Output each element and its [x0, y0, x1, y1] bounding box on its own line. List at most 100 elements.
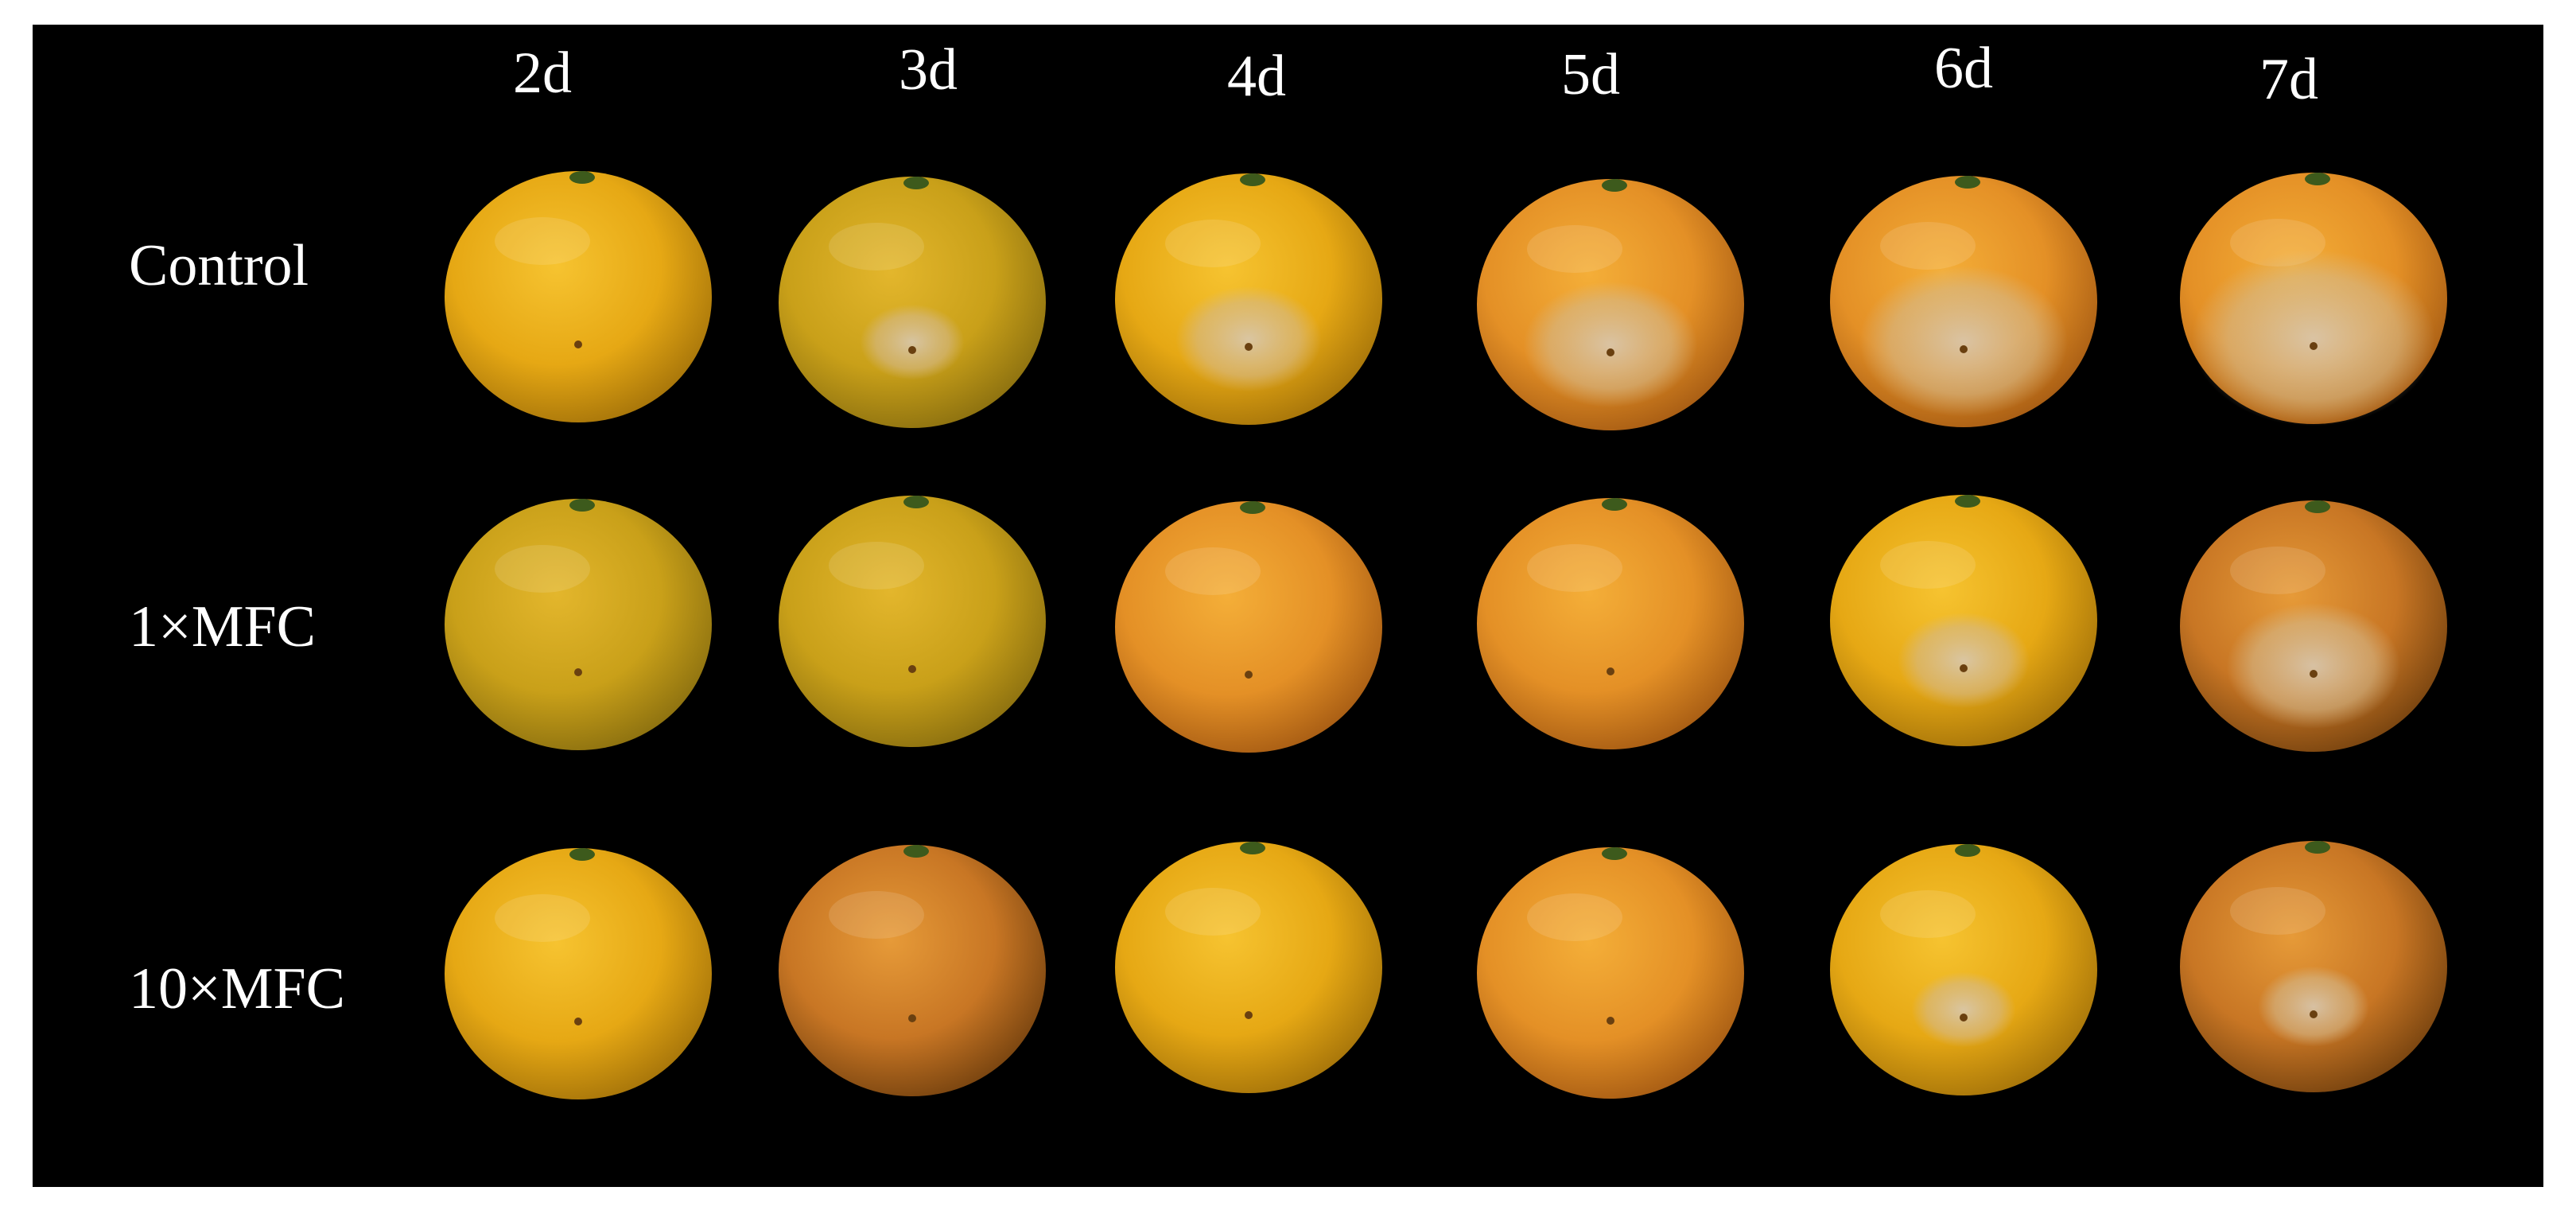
- column-label: 5d: [1561, 42, 1620, 107]
- lesion: [860, 304, 965, 380]
- column-label: 3d: [899, 37, 958, 103]
- highlight: [1880, 541, 1976, 589]
- fruit-body: [445, 171, 712, 422]
- highlight: [495, 894, 590, 942]
- highlight: [1527, 893, 1622, 941]
- highlight: [495, 545, 590, 593]
- highlight: [829, 891, 924, 939]
- stem: [1240, 842, 1265, 854]
- blossom-end: [908, 346, 916, 354]
- stem: [569, 499, 595, 512]
- fruit: [779, 177, 1046, 428]
- fruit: [1115, 173, 1382, 425]
- fruit: [1830, 844, 2097, 1095]
- highlight: [1165, 220, 1261, 267]
- blossom-end: [908, 665, 916, 673]
- row-label: 10×MFC: [129, 956, 345, 1021]
- fruit-body: [779, 845, 1046, 1096]
- stem: [2305, 500, 2330, 513]
- blossom-end: [908, 1014, 916, 1022]
- blossom-end: [1607, 667, 1614, 675]
- fruit: [1477, 847, 1744, 1099]
- highlight: [829, 223, 924, 270]
- lesion: [2258, 966, 2369, 1047]
- stem: [1955, 176, 1980, 189]
- highlight: [1165, 888, 1261, 936]
- fruit-body: [1115, 842, 1382, 1093]
- highlight: [2230, 887, 2325, 935]
- lesion: [1523, 282, 1698, 407]
- highlight: [1880, 222, 1976, 270]
- stem: [1240, 501, 1265, 514]
- highlight: [829, 542, 924, 590]
- column-label: 4d: [1227, 44, 1286, 109]
- fruit: [1830, 495, 2097, 746]
- blossom-end: [1245, 343, 1253, 351]
- stem: [569, 848, 595, 861]
- fruit: [2180, 500, 2447, 752]
- blossom-end: [2310, 670, 2318, 678]
- stem: [1602, 847, 1627, 860]
- fruit: [445, 499, 712, 750]
- highlight: [1527, 225, 1622, 273]
- fruit-body: [779, 177, 1046, 428]
- lesion: [2226, 603, 2401, 729]
- fruit: [1830, 176, 2097, 427]
- lesion: [2192, 250, 2435, 426]
- blossom-end: [574, 668, 582, 676]
- blossom-end: [1245, 671, 1253, 679]
- fruit: [1115, 501, 1382, 753]
- blossom-end: [1245, 1011, 1253, 1019]
- fruit-body: [1477, 498, 1744, 749]
- fruit: [1115, 842, 1382, 1093]
- fruit: [1477, 498, 1744, 749]
- highlight: [1527, 544, 1622, 592]
- fruit: [445, 171, 712, 422]
- blossom-end: [2310, 342, 2318, 350]
- blossom-end: [574, 1018, 582, 1025]
- fruit-body: [445, 848, 712, 1099]
- lesion: [1175, 286, 1322, 392]
- highlight: [1165, 547, 1261, 595]
- lesion: [1898, 612, 2030, 709]
- column-label: 7d: [2259, 47, 2318, 112]
- lesion: [1911, 971, 2016, 1048]
- blossom-end: [1607, 348, 1614, 356]
- blossom-end: [2310, 1010, 2318, 1018]
- stem: [903, 496, 929, 508]
- highlight: [495, 217, 590, 265]
- fruit: [2180, 173, 2447, 426]
- fruit: [779, 845, 1046, 1096]
- stem: [1602, 498, 1627, 511]
- fruit-body: [779, 496, 1046, 747]
- column-label: 6d: [1934, 36, 1993, 101]
- blossom-end: [1960, 664, 1968, 672]
- fruit-body: [1477, 847, 1744, 1099]
- stem: [1955, 844, 1980, 857]
- row-label: 1×MFC: [129, 594, 316, 660]
- photo-grid: [445, 171, 2447, 1099]
- fruit: [445, 848, 712, 1099]
- blossom-end: [574, 340, 582, 348]
- stem: [1240, 173, 1265, 186]
- lesion: [1859, 266, 2069, 417]
- fruit-body: [1830, 844, 2097, 1095]
- stem: [903, 845, 929, 858]
- stem: [903, 177, 929, 189]
- column-label: 2d: [513, 41, 572, 106]
- stem: [2305, 841, 2330, 854]
- blossom-end: [1960, 345, 1968, 353]
- stem: [2305, 173, 2330, 185]
- fruit-body: [445, 499, 712, 750]
- fruit-body: [1115, 501, 1382, 753]
- blossom-end: [1960, 1014, 1968, 1021]
- fruit: [2180, 841, 2447, 1092]
- stem: [1955, 495, 1980, 508]
- fruit: [779, 496, 1046, 747]
- blossom-end: [1607, 1017, 1614, 1025]
- highlight: [2230, 547, 2325, 594]
- fruit: [1477, 179, 1744, 430]
- highlight: [1880, 890, 1976, 938]
